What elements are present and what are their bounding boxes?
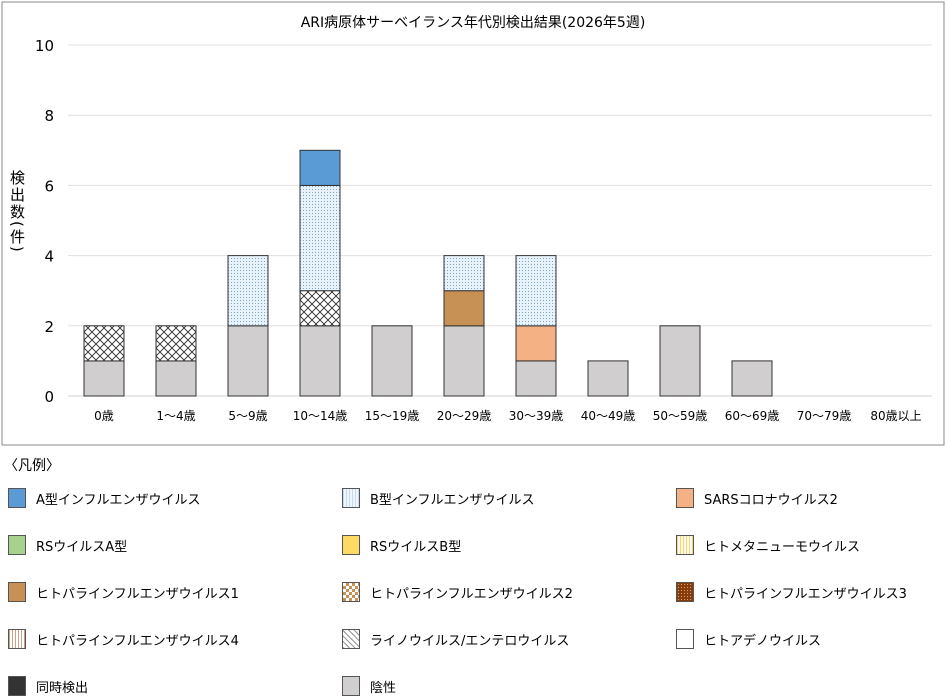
legend-title: 〈凡例〉	[4, 458, 60, 474]
legend-item: ヒトパラインフルエンザウイルス4	[8, 629, 239, 649]
legend-item: RSウイルスB型	[342, 535, 461, 555]
x-tick-label: 0歳	[94, 409, 114, 423]
x-tick-label: 15～19歳	[365, 409, 420, 423]
legend-item: A型インフルエンザウイルス	[8, 488, 201, 508]
legend-swatch	[676, 488, 694, 508]
y-tick-label: 4	[44, 248, 54, 266]
bar-segment	[155, 325, 197, 362]
bar-segment	[515, 325, 557, 362]
bar-segment	[83, 360, 125, 397]
x-tick-label: 20～29歳	[437, 409, 492, 423]
legend-label: ライノウイルス/エンテロウイルス	[370, 633, 570, 649]
bar-segment	[515, 360, 557, 397]
bar-segment	[299, 149, 341, 186]
legend-swatch	[342, 582, 360, 602]
legend-swatch	[8, 629, 26, 649]
x-tick-label: 5～9歳	[228, 409, 267, 423]
legend-item: ヒトアデノウイルス	[676, 629, 821, 649]
legend-swatch	[342, 535, 360, 555]
y-tick-label: 0	[44, 388, 54, 406]
legend-label: ヒトパラインフルエンザウイルス1	[36, 586, 239, 602]
legend-label: ヒトパラインフルエンザウイルス4	[36, 633, 239, 649]
bar-segment	[443, 325, 485, 397]
x-tick-label: 50～59歳	[653, 409, 708, 423]
legend-item: 同時検出	[8, 676, 88, 696]
legend-label: 陰性	[370, 680, 397, 696]
bar-segment	[443, 290, 485, 327]
legend-label: B型インフルエンザウイルス	[370, 492, 535, 508]
legend-item: SARSコロナウイルス2	[676, 488, 838, 508]
legend-item: ヒトパラインフルエンザウイルス2	[342, 582, 573, 602]
legend-item: 陰性	[342, 676, 396, 696]
bar-segment	[731, 360, 773, 397]
legend-swatch	[676, 582, 694, 602]
legend-label: RSウイルスB型	[370, 539, 462, 555]
legend-label: 同時検出	[36, 680, 89, 696]
bar-segment	[587, 360, 629, 397]
legend-item: B型インフルエンザウイルス	[342, 488, 535, 508]
chart: ARI病原体サーベイランス年代別検出結果(2026年5週) 0 2 4 6 8 10 0歳 1…	[1, 1, 945, 446]
bar-segment	[299, 325, 341, 397]
legend-label: RSウイルスA型	[36, 539, 128, 555]
legend-label: ヒトアデノウイルス	[704, 633, 822, 649]
bar-segment	[659, 325, 701, 397]
y-axis-label: 検出数(件)	[8, 170, 26, 254]
bar-segment	[299, 184, 341, 292]
legend-swatch	[676, 535, 694, 555]
legend-swatch	[676, 629, 694, 649]
bar-segment	[443, 255, 485, 292]
legend-item: ヒトパラインフルエンザウイルス1	[8, 582, 239, 602]
x-tick-label: 1～4歳	[156, 409, 195, 423]
legend-item: ヒトパラインフルエンザウイルス3	[676, 582, 907, 602]
legend-swatch	[8, 582, 26, 602]
bar-segment	[227, 255, 269, 327]
x-tick-label: 80歳以上	[870, 409, 921, 423]
bar-segment	[371, 325, 413, 397]
bar-segment	[155, 360, 197, 397]
legend-item: ヒトメタニューモウイルス	[676, 535, 860, 555]
bar-segment	[83, 325, 125, 362]
legend-swatch	[342, 676, 360, 696]
x-tick-label: 60～69歳	[725, 409, 780, 423]
legend-swatch	[8, 488, 26, 508]
x-tick-label: 70～79歳	[797, 409, 852, 423]
legend-item: ライノウイルス/エンテロウイルス	[342, 629, 569, 649]
chart-title: ARI病原体サーベイランス年代別検出結果(2026年5週)	[301, 15, 646, 31]
legend-label: A型インフルエンザウイルス	[36, 492, 201, 508]
legend-swatch	[8, 676, 26, 696]
legend-swatch	[342, 488, 360, 508]
y-tick-label: 8	[44, 107, 54, 125]
legend-swatch	[342, 629, 360, 649]
legend-swatch	[8, 535, 26, 555]
bar-segment	[515, 255, 557, 327]
bar-segment	[227, 325, 269, 397]
bar-segment	[299, 290, 341, 327]
y-tick-label: 2	[44, 318, 54, 336]
legend-label: ヒトメタニューモウイルス	[704, 539, 861, 555]
legend-label: ヒトパラインフルエンザウイルス2	[370, 586, 573, 602]
x-tick-label: 40～49歳	[581, 409, 636, 423]
legend-item: RSウイルスA型	[8, 535, 127, 555]
x-tick-label: 30～39歳	[509, 409, 564, 423]
y-tick-label: 10	[35, 37, 54, 55]
legend-label: ヒトパラインフルエンザウイルス3	[704, 586, 907, 602]
y-tick-label: 6	[44, 177, 54, 195]
legend-label: SARSコロナウイルス2	[704, 492, 838, 508]
x-tick-label: 10～14歳	[293, 409, 348, 423]
